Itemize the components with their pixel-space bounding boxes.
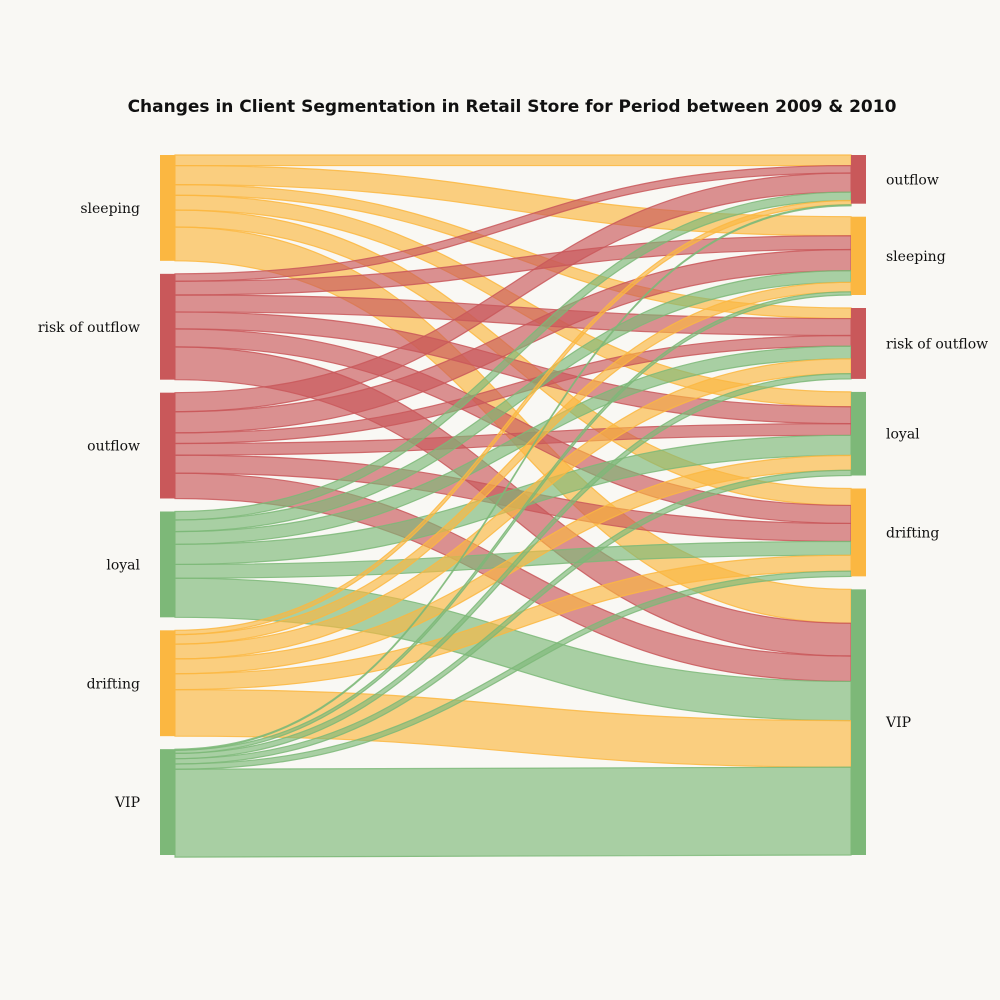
right-label-risk-of-outflow: risk of outflow <box>886 336 988 352</box>
flow-vip-to-loyal <box>174 469 852 765</box>
flows-layer <box>174 154 852 858</box>
left-label-drifting: drifting <box>87 676 140 692</box>
right-node-drifting <box>851 488 866 577</box>
left-node-vip <box>160 749 175 855</box>
right-label-drifting: drifting <box>886 525 939 541</box>
right-label-vip: VIP <box>885 715 911 731</box>
right-node-outflow <box>851 155 866 204</box>
flow-sleeping-to-outflow <box>174 154 852 167</box>
right-label-sleeping: sleeping <box>886 249 946 265</box>
left-label-sleeping: sleeping <box>80 201 140 217</box>
right-node-vip <box>851 589 866 855</box>
right-node-risk-of-outflow <box>851 308 866 379</box>
right-label-outflow: outflow <box>886 172 939 188</box>
labels-layer: sleeping risk of outflow outflow loyal drift… <box>38 172 988 811</box>
left-node-sleeping <box>160 155 175 261</box>
right-node-loyal <box>851 391 866 476</box>
left-node-loyal <box>160 511 175 618</box>
left-label-loyal: loyal <box>106 557 140 573</box>
right-node-sleeping <box>851 216 866 295</box>
chart-title: Changes in Client Segmentation in Retail… <box>128 97 897 117</box>
flow-vip-to-outflow <box>174 204 852 751</box>
left-label-risk-of-outflow: risk of outflow <box>38 320 140 336</box>
nodes-layer <box>160 155 866 855</box>
right-label-loyal: loyal <box>886 427 920 443</box>
left-node-risk-of-outflow <box>160 273 175 380</box>
left-node-outflow <box>160 392 175 499</box>
left-node-drifting <box>160 630 175 737</box>
left-label-outflow: outflow <box>87 439 140 455</box>
left-label-vip: VIP <box>114 795 140 811</box>
flow-vip-to-vip <box>174 766 852 858</box>
